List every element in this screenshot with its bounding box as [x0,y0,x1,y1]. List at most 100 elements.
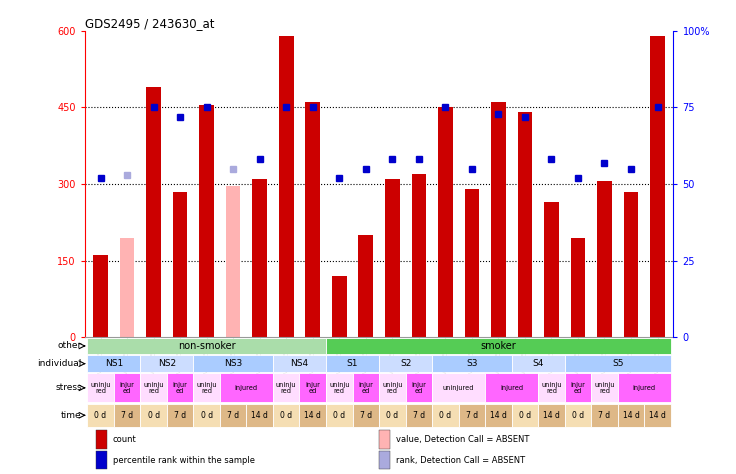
Text: uninju
red: uninju red [541,382,562,394]
Bar [432,374,485,402]
Bar [93,255,108,337]
Bar [459,404,485,427]
Bar [220,374,273,402]
Text: injur
ed: injur ed [411,382,426,394]
Text: injured: injured [235,385,258,391]
Bar [538,374,565,402]
Text: NS2: NS2 [158,359,176,368]
Bar [406,404,432,427]
Text: 0 d: 0 d [94,411,107,420]
Bar [379,374,406,402]
Bar [88,404,114,427]
Text: value, Detection Call = ABSENT: value, Detection Call = ABSENT [395,435,529,444]
Bar [146,87,161,337]
Text: uninju
red: uninju red [197,382,217,394]
Text: uninju
red: uninju red [276,382,297,394]
Text: S1: S1 [347,359,358,368]
Bar [379,356,432,372]
Text: 7 d: 7 d [598,411,611,420]
Bar [618,404,644,427]
Text: 0 d: 0 d [439,411,451,420]
Bar [300,404,326,427]
Bar [491,102,506,337]
Text: 0 d: 0 d [333,411,345,420]
Bar [406,374,432,402]
Bar [88,337,326,354]
Bar [623,191,638,337]
Bar [247,404,273,427]
Bar [326,356,379,372]
Text: rank, Detection Call = ABSENT: rank, Detection Call = ABSENT [395,456,525,465]
Bar [358,235,373,337]
Bar [379,404,406,427]
Bar [167,374,194,402]
Bar [597,182,612,337]
Bar [464,189,479,337]
Text: injured: injured [500,385,523,391]
Bar [194,374,220,402]
Text: 7 d: 7 d [466,411,478,420]
Text: S3: S3 [466,359,478,368]
Bar [379,451,389,469]
Text: 7 d: 7 d [227,411,239,420]
Bar [88,356,141,372]
Text: NS1: NS1 [105,359,123,368]
Text: injur
ed: injur ed [305,382,320,394]
Text: uninju
red: uninju red [329,382,350,394]
Bar [512,404,538,427]
Bar [326,404,353,427]
Text: S2: S2 [400,359,411,368]
Bar [226,186,241,337]
Bar [565,356,670,372]
Text: stress: stress [55,383,82,392]
Text: GDS2495 / 243630_at: GDS2495 / 243630_at [85,17,214,30]
Text: 0 d: 0 d [280,411,292,420]
Text: injured: injured [633,385,656,391]
Bar [173,191,188,337]
Text: uninju
red: uninju red [144,382,164,394]
Bar [326,337,670,354]
Bar [120,237,135,337]
Text: 0 d: 0 d [201,411,213,420]
Bar [273,374,300,402]
Bar [565,404,591,427]
Text: uninju
red: uninju red [91,382,111,394]
Text: 7 d: 7 d [413,411,425,420]
Bar [305,102,320,337]
Text: count: count [113,435,137,444]
Bar [650,36,665,337]
Bar [141,374,167,402]
Text: 0 d: 0 d [147,411,160,420]
Bar [591,404,618,427]
Text: uninju
red: uninju red [382,382,403,394]
Bar [485,374,538,402]
Bar [411,174,426,337]
Text: uninjured: uninjured [443,385,475,391]
Text: NS3: NS3 [224,359,242,368]
Text: S5: S5 [612,359,623,368]
Bar [252,179,267,337]
Bar [538,404,565,427]
Text: 14 d: 14 d [304,411,321,420]
Bar [517,112,532,337]
Text: smoker: smoker [481,341,516,351]
Bar [565,374,591,402]
Bar [618,374,670,402]
Bar [432,356,512,372]
Bar [591,374,618,402]
Text: 14 d: 14 d [623,411,640,420]
Text: 7 d: 7 d [360,411,372,420]
Text: injur
ed: injur ed [570,382,585,394]
Bar [141,356,194,372]
Bar [114,374,141,402]
Text: 7 d: 7 d [121,411,133,420]
Bar [199,105,214,337]
Text: 0 d: 0 d [519,411,531,420]
Bar [273,404,300,427]
Bar [167,404,194,427]
Bar [96,429,107,448]
Bar [432,404,459,427]
Text: time: time [61,411,82,420]
Text: other: other [57,341,82,350]
Text: 14 d: 14 d [251,411,268,420]
